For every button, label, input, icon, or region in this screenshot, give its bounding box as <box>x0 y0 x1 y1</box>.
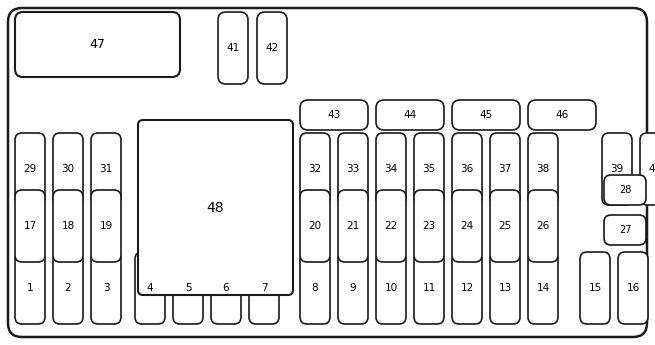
FancyBboxPatch shape <box>15 190 45 262</box>
Text: 45: 45 <box>479 110 493 120</box>
FancyBboxPatch shape <box>338 190 368 262</box>
FancyBboxPatch shape <box>300 252 330 324</box>
FancyBboxPatch shape <box>604 175 646 205</box>
Text: 47: 47 <box>90 38 105 51</box>
FancyBboxPatch shape <box>604 215 646 245</box>
Text: 31: 31 <box>100 164 113 174</box>
FancyBboxPatch shape <box>53 190 83 262</box>
Text: 12: 12 <box>460 283 474 293</box>
Text: 29: 29 <box>24 164 37 174</box>
Text: 26: 26 <box>536 221 550 231</box>
FancyBboxPatch shape <box>376 190 406 262</box>
FancyBboxPatch shape <box>249 252 279 324</box>
FancyBboxPatch shape <box>414 190 444 262</box>
FancyBboxPatch shape <box>300 133 330 205</box>
Text: 44: 44 <box>403 110 417 120</box>
FancyBboxPatch shape <box>91 190 121 262</box>
FancyBboxPatch shape <box>15 252 45 324</box>
Text: 4: 4 <box>147 283 153 293</box>
FancyBboxPatch shape <box>452 100 520 130</box>
Text: 25: 25 <box>498 221 512 231</box>
Text: 24: 24 <box>460 221 474 231</box>
FancyBboxPatch shape <box>414 252 444 324</box>
FancyBboxPatch shape <box>15 12 180 77</box>
FancyBboxPatch shape <box>376 133 406 205</box>
FancyBboxPatch shape <box>618 252 648 324</box>
FancyBboxPatch shape <box>528 100 596 130</box>
Text: 37: 37 <box>498 164 512 174</box>
FancyBboxPatch shape <box>490 190 520 262</box>
Text: 36: 36 <box>460 164 474 174</box>
Text: 11: 11 <box>422 283 436 293</box>
Text: 18: 18 <box>62 221 75 231</box>
FancyBboxPatch shape <box>376 100 444 130</box>
Text: 21: 21 <box>346 221 360 231</box>
Text: 42: 42 <box>265 43 278 53</box>
Text: 10: 10 <box>384 283 398 293</box>
Text: 46: 46 <box>555 110 569 120</box>
Text: 14: 14 <box>536 283 550 293</box>
Text: 33: 33 <box>346 164 360 174</box>
FancyBboxPatch shape <box>414 133 444 205</box>
Text: 15: 15 <box>588 283 602 293</box>
FancyBboxPatch shape <box>580 252 610 324</box>
FancyBboxPatch shape <box>528 190 558 262</box>
Text: 5: 5 <box>185 283 191 293</box>
FancyBboxPatch shape <box>528 252 558 324</box>
FancyBboxPatch shape <box>211 252 241 324</box>
FancyBboxPatch shape <box>452 133 482 205</box>
Text: 1: 1 <box>27 283 33 293</box>
FancyBboxPatch shape <box>640 133 655 205</box>
FancyBboxPatch shape <box>91 252 121 324</box>
Text: 8: 8 <box>312 283 318 293</box>
FancyBboxPatch shape <box>91 133 121 205</box>
Text: 40: 40 <box>648 164 655 174</box>
FancyBboxPatch shape <box>376 252 406 324</box>
Text: 48: 48 <box>207 200 224 215</box>
FancyBboxPatch shape <box>300 190 330 262</box>
Text: 38: 38 <box>536 164 550 174</box>
FancyBboxPatch shape <box>8 8 647 337</box>
FancyBboxPatch shape <box>53 133 83 205</box>
Text: 2: 2 <box>65 283 71 293</box>
FancyBboxPatch shape <box>490 133 520 205</box>
FancyBboxPatch shape <box>257 12 287 84</box>
Text: 16: 16 <box>626 283 640 293</box>
Text: 28: 28 <box>619 185 631 195</box>
Text: 35: 35 <box>422 164 436 174</box>
Text: 20: 20 <box>309 221 322 231</box>
Text: 13: 13 <box>498 283 512 293</box>
Text: 41: 41 <box>227 43 240 53</box>
FancyBboxPatch shape <box>452 252 482 324</box>
Text: 3: 3 <box>103 283 109 293</box>
Text: 9: 9 <box>350 283 356 293</box>
FancyBboxPatch shape <box>528 133 558 205</box>
FancyBboxPatch shape <box>338 252 368 324</box>
FancyBboxPatch shape <box>338 133 368 205</box>
Text: 34: 34 <box>384 164 398 174</box>
FancyBboxPatch shape <box>490 252 520 324</box>
FancyBboxPatch shape <box>300 100 368 130</box>
Text: 32: 32 <box>309 164 322 174</box>
FancyBboxPatch shape <box>173 252 203 324</box>
Text: 30: 30 <box>62 164 75 174</box>
Text: 43: 43 <box>328 110 341 120</box>
Text: 6: 6 <box>223 283 229 293</box>
FancyBboxPatch shape <box>452 190 482 262</box>
FancyBboxPatch shape <box>138 120 293 295</box>
Text: 23: 23 <box>422 221 436 231</box>
Text: 7: 7 <box>261 283 267 293</box>
FancyBboxPatch shape <box>602 133 632 205</box>
FancyBboxPatch shape <box>218 12 248 84</box>
Text: 17: 17 <box>24 221 37 231</box>
FancyBboxPatch shape <box>15 133 45 205</box>
FancyBboxPatch shape <box>53 252 83 324</box>
FancyBboxPatch shape <box>135 252 165 324</box>
Text: 19: 19 <box>100 221 113 231</box>
Text: 39: 39 <box>610 164 624 174</box>
Text: 22: 22 <box>384 221 398 231</box>
Text: 27: 27 <box>619 225 631 235</box>
